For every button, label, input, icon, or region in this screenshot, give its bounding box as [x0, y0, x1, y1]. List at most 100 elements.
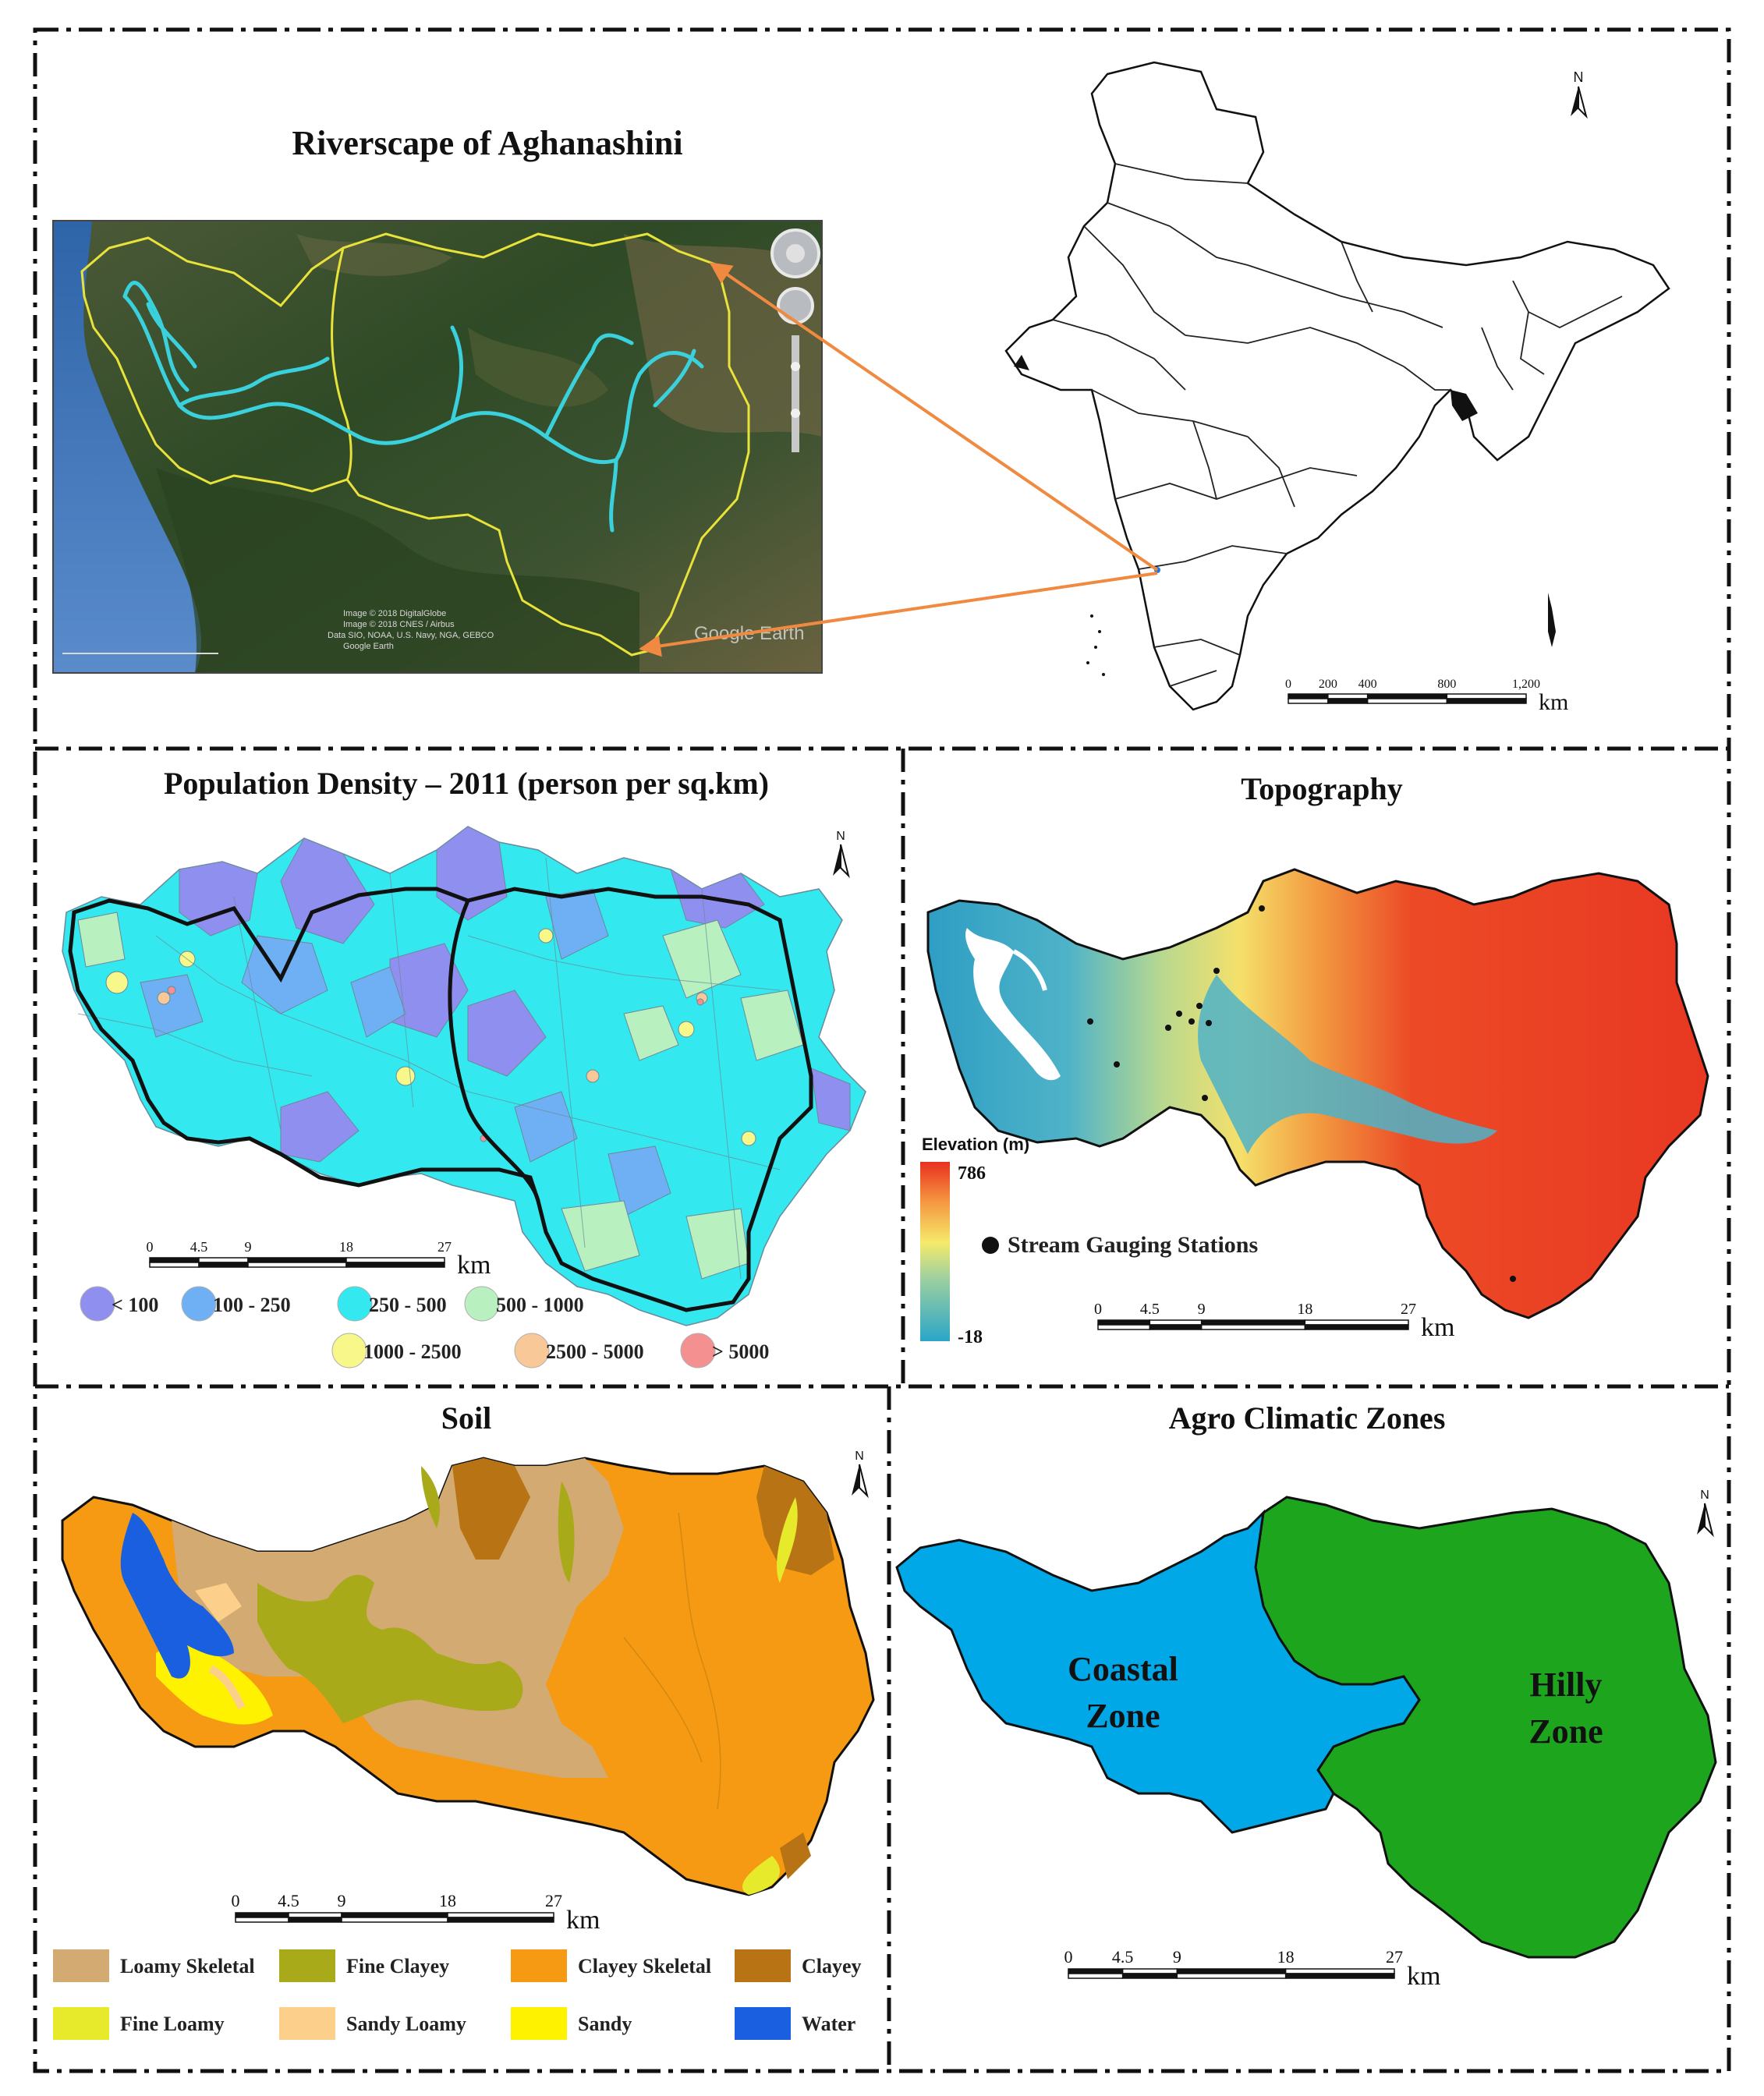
scale-segment [1284, 1973, 1395, 1979]
elevation-max: 786 [958, 1163, 986, 1184]
population-legend-swatch [337, 1286, 373, 1322]
scale-tick-label: 4.5 [1140, 1301, 1160, 1318]
topography-title: Topography [1241, 771, 1403, 806]
scale-tick-label: 9 [245, 1239, 252, 1255]
soil-legend-label: Water [802, 2013, 855, 2035]
scale-tick-label: 0 [147, 1239, 154, 1255]
population-title: Population Density – 2011 (person per sq… [164, 766, 769, 801]
scale-segment [1176, 1968, 1287, 1974]
scale-segment [288, 1912, 342, 1918]
scale-segment [247, 1262, 347, 1268]
soil-legend-label: Fine Clayey [346, 1955, 449, 1977]
soil-legend-swatch [53, 1949, 109, 1982]
scale-segment [1366, 698, 1448, 704]
soil-water [120, 1513, 234, 1679]
soil-legend-swatch [511, 2007, 567, 2040]
scale-segment [345, 1262, 445, 1268]
soil-legend-label: Sandy [578, 2013, 632, 2035]
north-arrow-soil: N [852, 1450, 869, 1499]
population-legend-swatch [181, 1286, 217, 1322]
scale-segment [1288, 698, 1329, 704]
village-boundaries [77, 857, 781, 1280]
population-legend: < 100 100 - 250 250 - 500 500 - 1000 1000 - … [80, 1286, 769, 1368]
population-legend-swatch [464, 1286, 500, 1322]
scale-tick-label: 9 [1173, 1947, 1181, 1967]
scale-segment [447, 1917, 554, 1923]
scale-segment [1121, 1968, 1178, 1974]
svg-text:Image © 2018 CNES / Airbus: Image © 2018 CNES / Airbus [343, 620, 455, 629]
soil-legend: Loamy Skeletal Fine Clayey Clayey Skeletal… [53, 1949, 862, 2040]
soil-legend-swatch [279, 1949, 335, 1982]
scale-segment [1176, 1973, 1287, 1979]
estuary-water [965, 928, 1061, 1081]
svg-text:N: N [1700, 1489, 1709, 1502]
scale-segment [1097, 1319, 1151, 1326]
pointer-arrow-lower [639, 572, 1158, 657]
soil-legend-label: Sandy Loamy [346, 2013, 466, 2035]
hilly-zone-label-line1: Hilly [1530, 1666, 1603, 1704]
soil-legend-label: Loamy Skeletal [120, 1955, 255, 1977]
scale-tick-label: 4.5 [190, 1239, 208, 1255]
india-state-boundaries [1052, 163, 1623, 687]
scale-segment [1288, 693, 1329, 699]
agro-panel: Agro Climatic Zones N Coastal Zone Hilly… [895, 1400, 1717, 1991]
low-valley [1198, 975, 1497, 1154]
north-arrow-population: N [833, 830, 850, 879]
scale-tick-label: 27 [1386, 1947, 1403, 1967]
svg-text:N: N [836, 830, 845, 843]
scale-tick-label: 200 [1319, 678, 1337, 691]
population-legend-label: 500 - 1000 [496, 1294, 584, 1316]
satellite-image: Image © 2018 DigitalGlobe Image © 2018 C… [52, 220, 823, 674]
scale-tick-label: 27 [545, 1891, 562, 1910]
scale-segment [1366, 693, 1448, 699]
soil-legend-label: Fine Loamy [120, 2013, 225, 2035]
scale-tick-label: 18 [439, 1891, 456, 1910]
scale-tick-label: 0 [1094, 1301, 1102, 1318]
population-legend-label: > 5000 [712, 1340, 769, 1363]
catchment-boundary [80, 232, 750, 657]
imagery-credits: Image © 2018 DigitalGlobe Image © 2018 C… [328, 609, 494, 651]
soil-fine-clayey [257, 1574, 523, 1723]
scale-segment [447, 1912, 554, 1918]
scale-segment [1068, 1973, 1124, 1979]
scale-segment [1097, 1324, 1151, 1330]
population-legend-swatch [514, 1333, 550, 1368]
scale-segment [1121, 1973, 1178, 1979]
scale-segment [1149, 1324, 1203, 1330]
soil-legend-label: Clayey Skeletal [578, 1955, 711, 1977]
scale-tick-label: 18 [1297, 1301, 1312, 1318]
pointer-arrow-upper [709, 262, 1159, 572]
scale-segment [1284, 1968, 1395, 1974]
soil-legend-swatch [279, 2007, 335, 2040]
scale-segment [1446, 693, 1527, 699]
scale-tick-label: 0 [1064, 1947, 1073, 1967]
station-legend-label: Stream Gauging Stations [1008, 1232, 1258, 1258]
population-legend-swatch [680, 1333, 716, 1368]
scale-tick-label: 27 [437, 1239, 452, 1255]
soil-clayey [452, 1458, 530, 1560]
hilly-zone-label-line2: Zone [1528, 1712, 1603, 1751]
svg-text:N: N [1574, 69, 1584, 85]
india-outline [1004, 61, 1670, 711]
scale-tick-label: 0 [1285, 678, 1291, 691]
islands [1086, 593, 1556, 676]
soil-legend-swatch [735, 1949, 791, 1982]
scale-segment [1327, 693, 1369, 699]
riverscape-title: Riverscape of Aghanashini [292, 124, 682, 162]
soil-fine-loamy [777, 1497, 798, 1583]
north-arrow-agro: N [1697, 1489, 1714, 1538]
coastal-zone-label-line1: Coastal [1068, 1650, 1178, 1688]
topography-panel: Topography Elevation (m) 786 -18 Stream … [920, 771, 1709, 1347]
population-legend-label: < 100 [112, 1294, 158, 1316]
soil-sandy-loamy [195, 1583, 242, 1622]
scale-segment [1068, 1968, 1124, 1974]
scale-tick-label: 18 [1277, 1947, 1295, 1967]
scale-segment [341, 1917, 448, 1923]
scale-tick-label: 9 [1198, 1301, 1206, 1318]
